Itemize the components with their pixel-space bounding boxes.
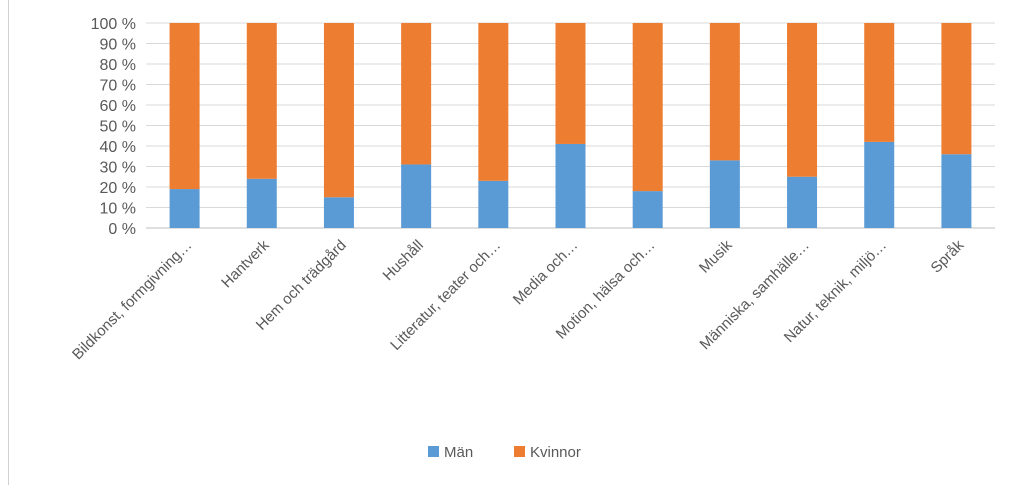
bar-man-3	[401, 164, 432, 228]
x-tick-label: Hushåll	[380, 237, 427, 284]
legend-label-kvinnor: Kvinnor	[530, 444, 581, 461]
x-tick-label: Hantverk	[218, 236, 273, 291]
bar-kvinnor-2	[323, 23, 354, 198]
y-axis: 0 % 10 % 20 % 30 % 40 % 50 % 60 % 70 % 80 % 90 % 1…	[91, 16, 136, 238]
y-tick-label: 90 %	[100, 37, 136, 54]
bar-man-5	[555, 143, 586, 228]
y-tick-label: 10 %	[100, 201, 136, 218]
y-tick-label: 30 %	[100, 160, 136, 177]
bar-man-10	[941, 154, 972, 228]
y-tick-label: 50 %	[100, 119, 136, 136]
frame-border	[8, 0, 9, 485]
x-tick-label: Media och…	[510, 237, 582, 309]
legend-swatch-man	[428, 446, 439, 457]
x-tick-label: Bildkonst, formgivning…	[69, 237, 195, 363]
y-tick-label: 20 %	[100, 180, 136, 197]
bar-man-1	[246, 178, 277, 228]
x-tick-label: Musik	[696, 236, 736, 276]
legend: Män Kvinnor	[428, 444, 581, 461]
bar-man-2	[323, 197, 354, 228]
y-tick-label: 40 %	[100, 139, 136, 156]
bar-kvinnor-4	[478, 23, 509, 181]
bar-kvinnor-7	[709, 23, 740, 161]
bar-kvinnor-6	[632, 23, 663, 192]
legend-swatch-kvinnor	[514, 446, 525, 457]
bar-man-6	[632, 191, 663, 228]
bar-man-4	[478, 180, 509, 228]
bar-man-9	[864, 141, 895, 228]
y-tick-label: 80 %	[100, 57, 136, 74]
y-tick-label: 0 %	[108, 221, 136, 238]
bar-kvinnor-3	[401, 23, 432, 165]
bars	[169, 23, 972, 228]
y-tick-label: 60 %	[100, 98, 136, 115]
legend-label-man: Män	[444, 444, 473, 461]
bar-man-8	[787, 176, 818, 228]
y-tick-label: 100 %	[91, 16, 136, 33]
bar-man-7	[709, 160, 740, 228]
bar-kvinnor-8	[787, 23, 818, 177]
x-tick-label: Språk	[928, 236, 968, 276]
bar-kvinnor-10	[941, 23, 972, 155]
bar-kvinnor-9	[864, 23, 895, 142]
bar-man-0	[169, 189, 200, 228]
y-tick-label: 70 %	[100, 78, 136, 95]
bar-kvinnor-5	[555, 23, 586, 144]
bar-kvinnor-1	[246, 23, 277, 179]
bar-kvinnor-0	[169, 23, 200, 190]
